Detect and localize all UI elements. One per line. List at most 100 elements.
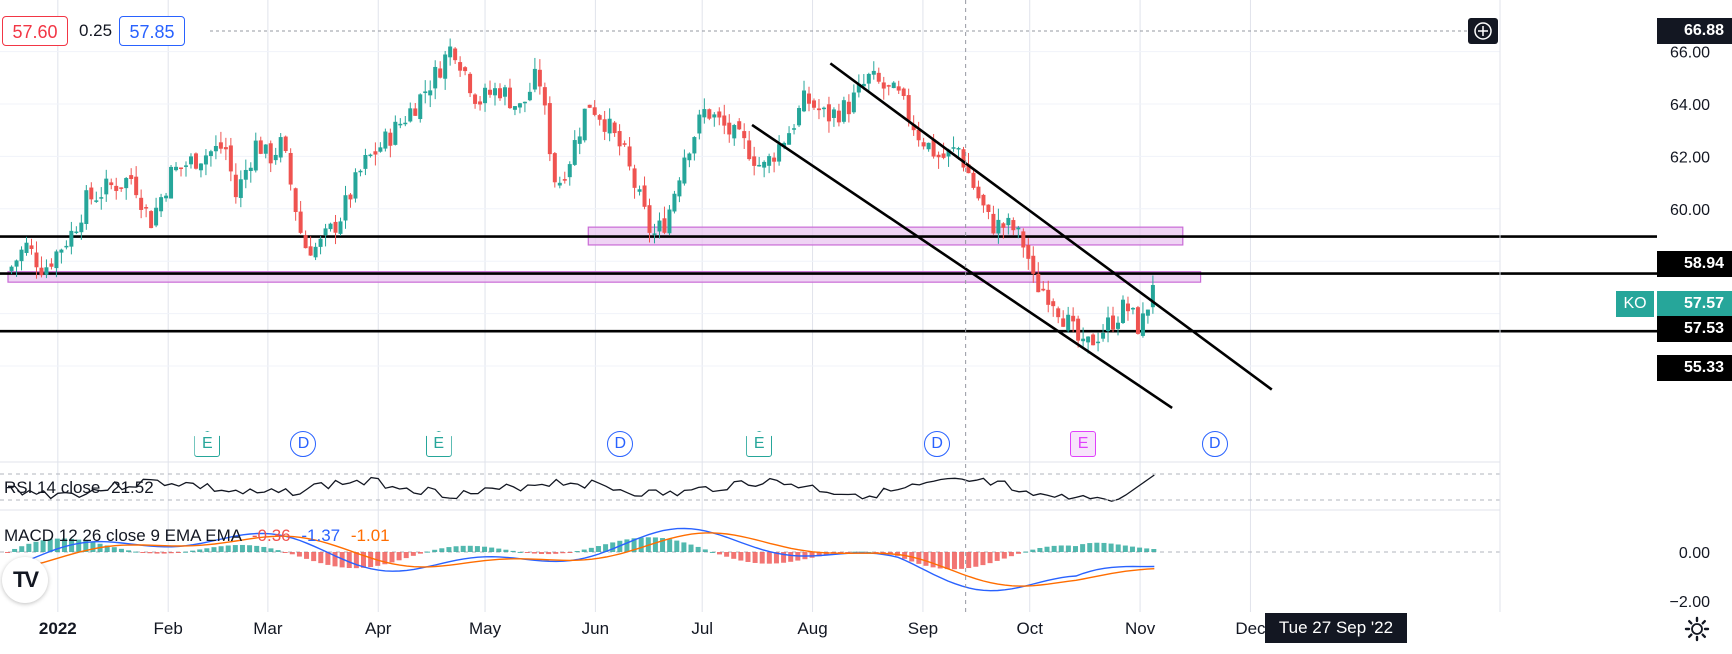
candle-down xyxy=(89,187,94,200)
candle-down xyxy=(149,211,154,229)
macd-histogram-bar xyxy=(396,552,402,561)
candle-down xyxy=(179,167,184,170)
candle-up xyxy=(777,144,782,162)
macd-histogram-bar xyxy=(610,542,616,552)
macd-histogram-bar xyxy=(275,550,281,552)
candle-up xyxy=(213,145,218,152)
macd-histogram-bar xyxy=(1151,549,1157,552)
candle-down xyxy=(488,89,493,95)
event-marker-dividend[interactable]: D xyxy=(290,431,317,457)
macd-histogram-bar xyxy=(1065,545,1071,552)
candle-down xyxy=(772,157,777,162)
candle-up xyxy=(104,178,109,195)
candle-down xyxy=(303,235,308,249)
event-marker-earnings[interactable]: E xyxy=(425,431,452,457)
candle-down xyxy=(587,104,592,108)
candle-up xyxy=(184,165,188,167)
trendline xyxy=(751,123,1173,409)
event-marker-earnings[interactable]: E xyxy=(194,431,221,457)
macd-histogram-bar xyxy=(311,552,317,562)
candle-up xyxy=(69,230,74,247)
macd-histogram-bar xyxy=(218,546,224,552)
macd-pane xyxy=(0,527,1500,592)
candle-down xyxy=(622,143,627,145)
candle-down xyxy=(1135,307,1140,334)
macd-histogram-bar xyxy=(603,544,609,552)
rsi-legend[interactable]: RSI 14 close 21.52 xyxy=(4,478,154,498)
candle-down xyxy=(612,122,617,134)
macd-histogram-bar xyxy=(175,552,181,553)
candle-down xyxy=(233,174,238,198)
crosshair-date-label: Tue 27 Sep '22 xyxy=(1265,613,1407,643)
candle-down xyxy=(961,149,966,168)
candle-down xyxy=(811,100,816,108)
macd-histogram-bar xyxy=(325,552,331,565)
candle-up xyxy=(996,219,1001,234)
event-marker-dividend[interactable]: D xyxy=(607,431,634,457)
candle-up xyxy=(672,193,677,212)
candle-down xyxy=(129,175,134,179)
candle-down xyxy=(597,115,602,120)
candle-down xyxy=(1031,255,1036,274)
candle-up xyxy=(248,167,253,172)
macd-y-tick-label: 0.00 xyxy=(1679,545,1710,562)
macd-line-value: -1.37 xyxy=(301,526,341,545)
macd-histogram-bar xyxy=(759,552,765,564)
event-marker-earnings-next[interactable]: E xyxy=(1070,431,1097,457)
ask-price[interactable]: 57.85 xyxy=(119,16,185,46)
event-marker-dividend-next[interactable]: D xyxy=(1201,431,1228,457)
candle-down xyxy=(478,101,483,105)
macd-histogram-bar xyxy=(517,551,523,553)
candle-down xyxy=(931,139,936,157)
macd-hist-value: -0.36 xyxy=(251,526,291,545)
candle-up xyxy=(757,164,762,167)
macd-histogram-bar xyxy=(304,552,310,559)
event-marker-earnings[interactable]: E xyxy=(746,431,773,457)
macd-histogram-bar xyxy=(496,548,502,552)
macd-histogram-bar xyxy=(809,552,815,558)
macd-histogram-bar xyxy=(959,552,965,569)
candle-up xyxy=(208,151,213,157)
candle-down xyxy=(717,111,722,118)
candle-down xyxy=(836,110,841,123)
candle-up xyxy=(502,87,507,97)
plus-circle-icon[interactable] xyxy=(1468,18,1498,44)
macd-legend[interactable]: MACD 12 26 close 9 EMA EMA -0.36 -1.37 -… xyxy=(4,526,390,546)
candlesticks xyxy=(9,38,1155,354)
macd-histogram-bar xyxy=(482,546,488,552)
macd-histogram-bar xyxy=(76,539,82,552)
event-marker-dividend[interactable]: D xyxy=(924,431,951,457)
candle-up xyxy=(956,148,961,150)
candle-down xyxy=(941,153,946,158)
candle-down xyxy=(722,115,727,126)
candle-up xyxy=(697,114,702,134)
tradingview-logo[interactable]: TV xyxy=(2,557,48,603)
x-tick-label: Sep xyxy=(907,619,939,638)
candle-up xyxy=(174,166,179,171)
y-tick-label: 66.00 xyxy=(1670,45,1710,62)
macd-histogram-bar xyxy=(26,543,32,552)
candle-up xyxy=(762,161,767,168)
macd-histogram-bar xyxy=(225,545,231,552)
candle-down xyxy=(971,172,976,188)
candle-up xyxy=(1140,313,1145,336)
candle-up xyxy=(263,144,268,154)
candle-down xyxy=(1011,220,1016,231)
bid-price[interactable]: 57.60 xyxy=(2,16,68,46)
gear-icon[interactable] xyxy=(1682,614,1712,644)
candle-up xyxy=(278,137,283,158)
macd-histogram-bar xyxy=(845,552,851,553)
candle-up xyxy=(24,242,29,253)
macd-histogram-bar xyxy=(980,552,986,566)
macd-histogram-bar xyxy=(702,549,708,552)
macd-histogram-bar xyxy=(133,551,139,553)
candle-down xyxy=(627,146,632,167)
candle-down xyxy=(468,73,473,94)
candle-down xyxy=(901,88,906,97)
macd-histogram-bar xyxy=(731,552,737,559)
x-tick-label: Feb xyxy=(153,619,183,638)
candle-down xyxy=(921,142,926,147)
macd-histogram-bar xyxy=(54,538,60,552)
macd-histogram-bar xyxy=(12,548,18,552)
